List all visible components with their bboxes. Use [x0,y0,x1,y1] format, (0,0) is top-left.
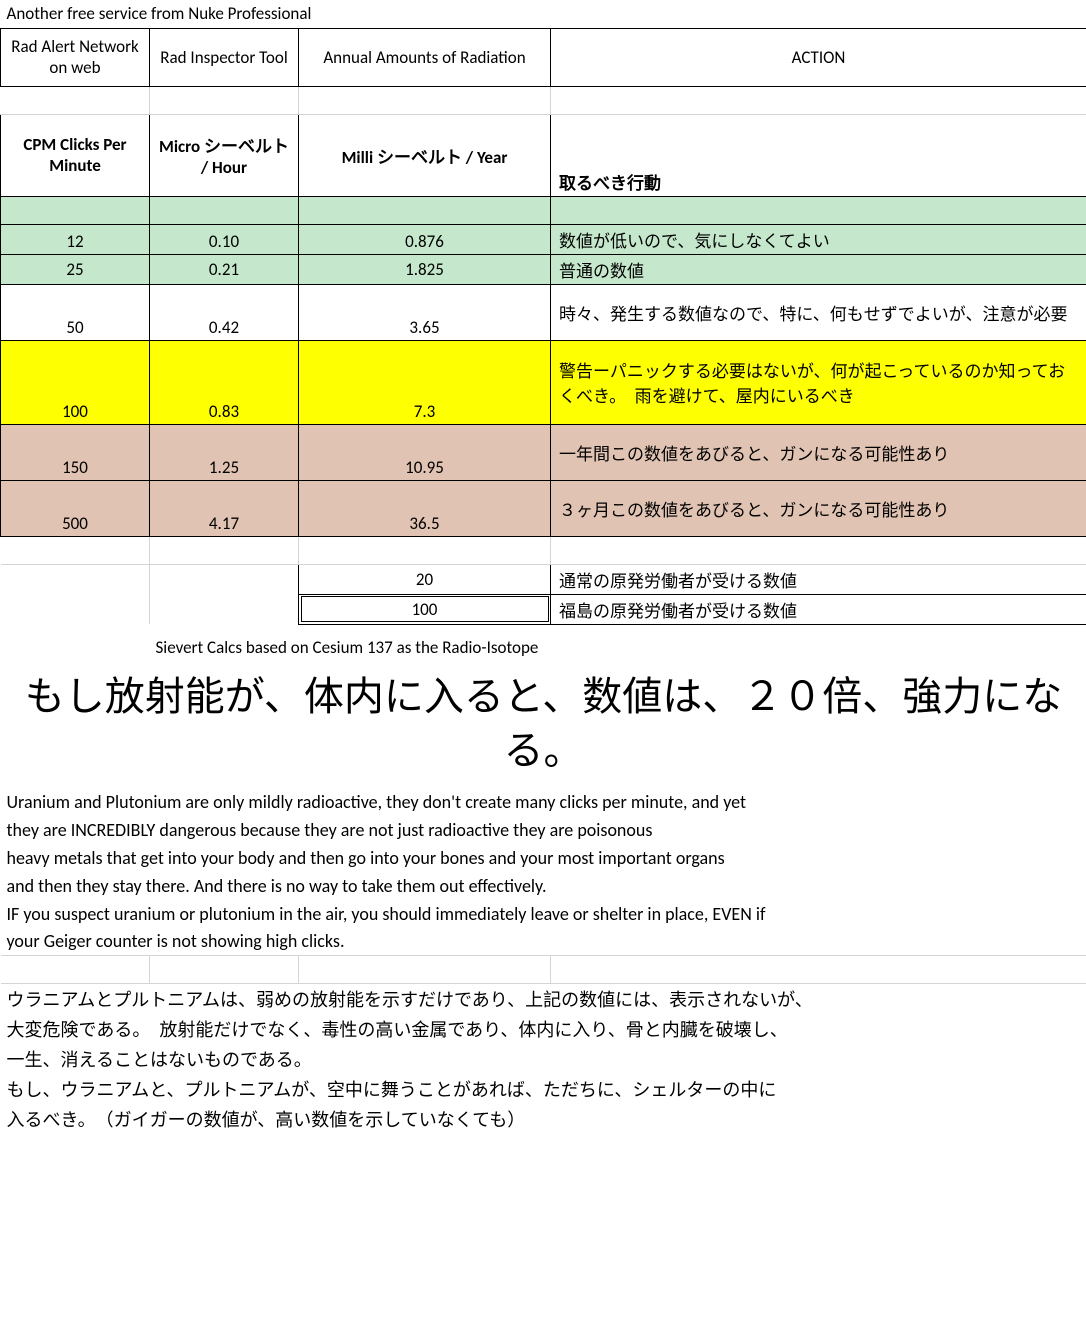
data-row: 150 1.25 10.95 一年間この数値をあびると、ガンになる可能性あり [1,424,1086,480]
worker-row: 20 通常の原発労働者が受ける数値 [1,564,1086,594]
cell-action: 一年間この数値をあびると、ガンになる可能性あり [551,424,1086,480]
cell-cpm: 25 [1,254,150,284]
cell-action: 数値が低いので、気にしなくてよい [551,224,1086,254]
subheader-row: CPM Clicks Per Minute Micro シーベルト / Hour… [1,114,1086,196]
data-row: 25 0.21 1.825 普通の数値 [1,254,1086,284]
data-row: 12 0.10 0.876 数値が低いので、気にしなくてよい [1,224,1086,254]
cell-cpm: 50 [1,284,150,340]
data-row: 100 0.83 7.3 警告ーパニックする必要はないが、何が起こっているのか知… [1,340,1086,424]
japanese-line: ウラニアムとプルトニアムは、弱めの放射能を示すだけであり、上記の数値には、表示さ… [1,984,1086,1015]
header-cell-rad-alert: Rad Alert Network on web [1,28,150,86]
worker-desc: 福島の原発労働者が受ける数値 [551,594,1086,624]
cell-cpm: 500 [1,480,150,536]
japanese-line: 入るべき。 （ガイガーの数値が、高い数値を示していなくても） [1,1104,1086,1134]
cell-action: ３ヶ月この数値をあびると、ガンになる可能性あり [551,480,1086,536]
cell-cpm: 12 [1,224,150,254]
headline-text: もし放射能が、体内に入ると、数値は、２０倍、強力になる。 [1,660,1086,788]
cell-msvy: 0.876 [299,224,551,254]
cell-usvh: 1.25 [150,424,299,480]
japanese-line: 大変危険である。 放射能だけでなく、毒性の高い金属であり、体内に入り、骨と内臓を… [1,1014,1086,1044]
cell-usvh: 0.83 [150,340,299,424]
header-cell-annual: Annual Amounts of Radiation [299,28,551,86]
english-line: and then they stay there. And there is n… [1,872,1086,900]
japanese-line: 一生、消えることはないものである。 [1,1044,1086,1074]
cell-usvh: 4.17 [150,480,299,536]
cell-msvy: 7.3 [299,340,551,424]
cell-usvh: 0.42 [150,284,299,340]
cell-msvy: 10.95 [299,424,551,480]
worker-value: 100 [299,594,551,624]
data-row: 500 4.17 36.5 ３ヶ月この数値をあびると、ガンになる可能性あり [1,480,1086,536]
subheader-msvy: Milli シーベルト / Year [299,114,551,196]
cell-msvy: 36.5 [299,480,551,536]
title-line: Another free service from Nuke Professio… [1,0,1086,28]
cell-usvh: 0.21 [150,254,299,284]
worker-row: 100 福島の原発労働者が受ける数値 [1,594,1086,624]
cell-action: 普通の数値 [551,254,1086,284]
english-line: IF you suspect uranium or plutonium in t… [1,900,1086,928]
english-line: Uranium and Plutonium are only mildly ra… [1,788,1086,816]
cell-cpm: 150 [1,424,150,480]
data-row: 50 0.42 3.65 時々、発生する数値なので、特に、何もせずでよいが、注意… [1,284,1086,340]
cell-action: 時々、発生する数値なので、特に、何もせずでよいが、注意が必要 [551,284,1086,340]
japanese-line: もし、ウラニアムと、プルトニアムが、空中に舞うことがあれば、ただちに、シェルター… [1,1074,1086,1104]
header-cell-action: ACTION [551,28,1086,86]
calc-note: Sievert Calcs based on Cesium 137 as the… [150,624,1086,660]
cell-msvy: 3.65 [299,284,551,340]
subheader-cpm: CPM Clicks Per Minute [1,114,150,196]
cell-usvh: 0.10 [150,224,299,254]
header-cell-rad-inspector: Rad Inspector Tool [150,28,299,86]
cell-cpm: 100 [1,340,150,424]
cell-msvy: 1.825 [299,254,551,284]
spreadsheet-table: Another free service from Nuke Professio… [0,0,1086,1134]
english-line: your Geiger counter is not showing high … [1,928,1086,956]
english-line: they are INCREDIBLY dangerous because th… [1,816,1086,844]
worker-value: 20 [299,564,551,594]
worker-desc: 通常の原発労働者が受ける数値 [551,564,1086,594]
subheader-usvh: Micro シーベルト / Hour [150,114,299,196]
english-line: heavy metals that get into your body and… [1,844,1086,872]
header-row: Rad Alert Network on web Rad Inspector T… [1,28,1086,86]
cell-action: 警告ーパニックする必要はないが、何が起こっているのか知っておくべき。 雨を避けて… [551,340,1086,424]
subheader-action: 取るべき行動 [551,114,1086,196]
